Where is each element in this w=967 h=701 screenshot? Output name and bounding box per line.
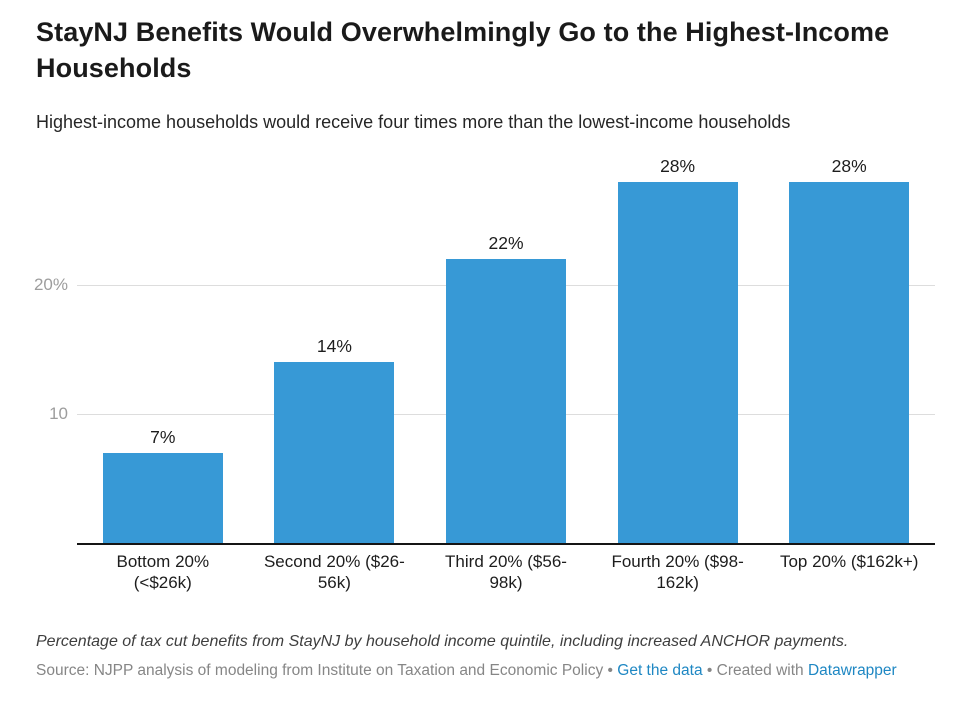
bar [789, 181, 910, 543]
bar [274, 362, 395, 543]
y-axis-tick-label: 10 [49, 404, 68, 423]
x-axis-category-label: Top 20% ($162k+) [779, 552, 919, 571]
bar-value-label: 28% [660, 155, 696, 176]
separator-dot: • [706, 662, 713, 679]
bar-value-label: 22% [488, 233, 524, 254]
x-axis-category-label: Fourth 20% ($98-162k) [611, 552, 744, 592]
bar [617, 181, 738, 543]
bar-value-label: 14% [316, 336, 352, 357]
chart-title: StayNJ Benefits Would Overwhelmingly Go … [36, 17, 890, 83]
chart-subtitle: Highest-income households would receive … [36, 112, 791, 132]
datawrapper-link[interactable]: Datawrapper [807, 662, 897, 679]
x-axis-category-label: Second 20% ($26-56k) [263, 552, 405, 592]
source-text: Source: NJPP analysis of modeling from I… [36, 662, 604, 679]
source-line: Source: NJPP analysis of modeling from I… [36, 660, 897, 682]
x-axis-category-label: Bottom 20% (<$26k) [116, 552, 210, 592]
chart-notes: Percentage of tax cut benefits from Stay… [36, 633, 849, 650]
separator-dot: • [607, 662, 613, 679]
x-axis-baseline [77, 543, 935, 545]
bar-value-label: 28% [831, 155, 867, 176]
y-axis-tick-label: 20% [33, 275, 68, 294]
created-with-text: Created with [716, 662, 804, 679]
bar-value-label: 7% [150, 426, 176, 447]
bar-chart: 20% 10 7% 14% 22% 28% 28% Bottom 20% (<$26k) S… [0, 140, 967, 610]
bar [446, 259, 566, 543]
bar [102, 452, 223, 543]
x-axis-category-label: Third 20% ($56-98k) [445, 552, 567, 592]
get-the-data-link[interactable]: Get the data [617, 662, 703, 679]
